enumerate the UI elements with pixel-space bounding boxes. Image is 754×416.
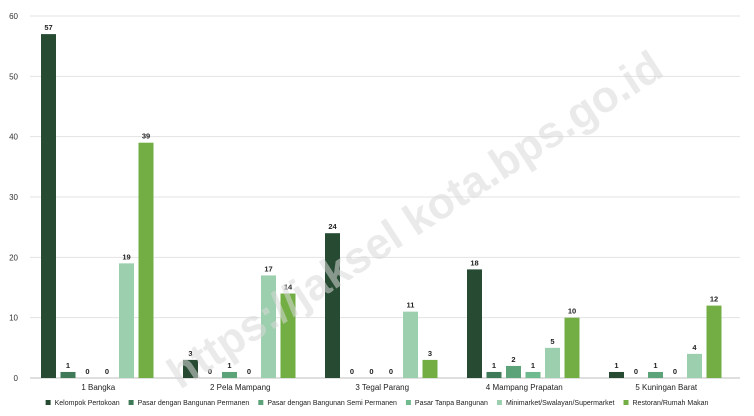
data-label: 0 [634, 367, 638, 376]
bar [706, 305, 722, 378]
data-label: 57 [44, 23, 52, 32]
category-label: 3 Tegal Parang [355, 383, 409, 392]
legend-swatch [496, 400, 502, 405]
bar [648, 371, 663, 378]
data-label: 0 [208, 367, 212, 376]
data-label: 1 [614, 361, 618, 370]
bar [467, 269, 482, 378]
legend-label: Restoran/Rumah Makan [633, 400, 709, 407]
bar [280, 293, 296, 378]
bar [506, 365, 521, 378]
data-label: 11 [407, 301, 415, 310]
data-label: 39 [142, 132, 150, 141]
data-label: 4 [692, 343, 697, 352]
bar [687, 353, 702, 378]
bar [60, 371, 76, 378]
y-tick-label: 30 [9, 193, 18, 202]
bar [545, 347, 560, 378]
data-label: 0 [389, 367, 393, 376]
data-label: 0 [85, 367, 89, 376]
data-label: 2 [511, 355, 515, 364]
bar [41, 34, 56, 378]
data-label: 0 [105, 367, 109, 376]
data-label: 17 [264, 264, 272, 273]
legend-swatch [128, 400, 134, 405]
y-tick-label: 50 [9, 72, 18, 81]
bar [325, 233, 340, 378]
bar [422, 359, 438, 378]
bar [525, 371, 541, 378]
legend-label: Pasar dengan Bangunan Permanen [138, 400, 250, 407]
data-label: 3 [188, 349, 192, 358]
bar [609, 371, 624, 378]
y-tick-label: 60 [9, 12, 18, 21]
data-label: 0 [247, 367, 251, 376]
data-label: 5 [550, 337, 554, 346]
y-tick-label: 20 [9, 253, 18, 262]
legend-label: Pasar dengan Bangunan Semi Permanen [267, 400, 397, 407]
data-label: 1 [653, 361, 657, 370]
legend-label: Pasar Tanpa Bangunan [415, 400, 488, 407]
bar [261, 275, 276, 378]
data-label: 24 [328, 222, 337, 231]
data-label: 1 [227, 361, 231, 370]
category-label: 1 Bangka [81, 383, 115, 392]
legend-swatch [45, 400, 51, 405]
data-label: 12 [710, 295, 718, 304]
data-label: 1 [66, 361, 70, 370]
legend-swatch [405, 400, 411, 405]
bar [138, 142, 154, 378]
y-tick-label: 10 [9, 314, 18, 323]
legend: Kelompok Pertokoan Pasar dengan Bangunan … [45, 400, 709, 407]
data-label: 18 [470, 258, 478, 267]
bar [119, 263, 134, 378]
bar [486, 371, 502, 378]
data-label: 0 [350, 367, 354, 376]
data-label: 0 [369, 367, 373, 376]
category-label: 4 Mampang Prapatan [486, 383, 563, 392]
y-tick-label: 40 [9, 133, 18, 142]
data-label: 1 [531, 361, 535, 370]
data-label: 0 [673, 367, 677, 376]
bars [41, 34, 722, 378]
legend-swatch [258, 400, 264, 405]
y-tick-label: 0 [14, 374, 19, 383]
category-labels: 1 Bangka 2 Pela Mampang 3 Tegal Parang 4 Ma… [81, 383, 698, 392]
legend-swatch [623, 400, 629, 405]
data-label: 3 [428, 349, 432, 358]
category-label: 5 Kuningan Barat [635, 383, 698, 392]
data-label: 19 [122, 252, 130, 261]
data-label: 14 [284, 283, 293, 292]
bar [222, 371, 237, 378]
legend-label: Kelompok Pertokoan [55, 400, 120, 407]
legend-label: Minimarket/Swalayan/Supermarket [506, 400, 615, 407]
category-label: 2 Pela Mampang [210, 383, 270, 392]
data-label: 1 [492, 361, 496, 370]
bar [403, 311, 418, 378]
data-label: 10 [568, 307, 576, 316]
bar [564, 317, 580, 378]
bar [183, 359, 198, 378]
